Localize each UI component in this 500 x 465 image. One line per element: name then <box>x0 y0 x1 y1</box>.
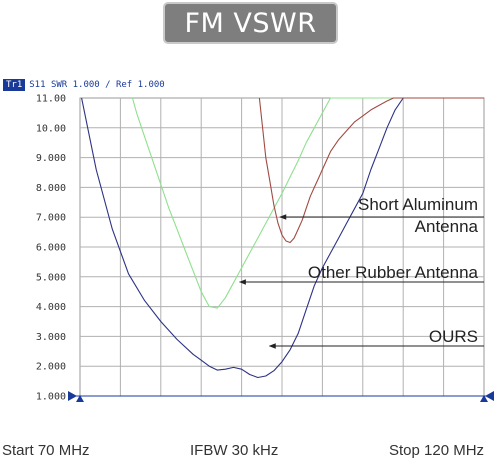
y-tick-label: 7.000 <box>36 213 66 224</box>
y-tick-label: 1.000 <box>36 392 66 403</box>
annotation-label: Antenna <box>415 217 479 236</box>
start-marker <box>76 395 84 402</box>
y-tick-label: 6.000 <box>36 243 66 254</box>
reference-marker-right <box>485 391 494 401</box>
trace-info: S11 SWR 1.000 / Ref 1.000 <box>29 80 165 90</box>
y-tick-label: 2.000 <box>36 362 66 373</box>
y-tick-label: 10.00 <box>36 123 66 134</box>
chart-title: FM VSWR <box>184 7 317 39</box>
trace-badge: Tr1 <box>3 79 26 91</box>
start-frequency: Start 70 MHz <box>2 442 90 459</box>
annotation-label: Short Aluminum <box>358 195 478 214</box>
annotation-label: Other Rubber Antenna <box>308 263 479 282</box>
ifbw-label: IFBW 30 kHz <box>190 442 279 459</box>
stop-marker <box>480 395 488 402</box>
y-tick-label: 3.000 <box>36 332 66 343</box>
y-tick-label: 4.000 <box>36 302 66 313</box>
series-short-aluminum-antenna-line <box>258 97 484 244</box>
y-tick-label: 5.000 <box>36 272 66 283</box>
stop-frequency: Stop 120 MHz <box>389 442 485 459</box>
y-tick-label: 9.000 <box>36 153 66 164</box>
series-ours-line <box>81 97 484 379</box>
annotation-label: OURS <box>429 327 478 346</box>
reference-marker-left <box>68 391 77 401</box>
chart-title-box: FM VSWR <box>163 2 338 44</box>
y-tick-label: 8.000 <box>36 183 66 194</box>
y-tick-label: 11.00 <box>36 94 66 105</box>
vswr-chart: 1.000 2.000 3.000 4.000 5.000 6.000 7.000 8.000… <box>36 94 494 403</box>
trace-header: Tr1 S11 SWR 1.000 / Ref 1.000 <box>0 78 165 92</box>
series-other-rubber-antenna-line <box>131 97 484 309</box>
